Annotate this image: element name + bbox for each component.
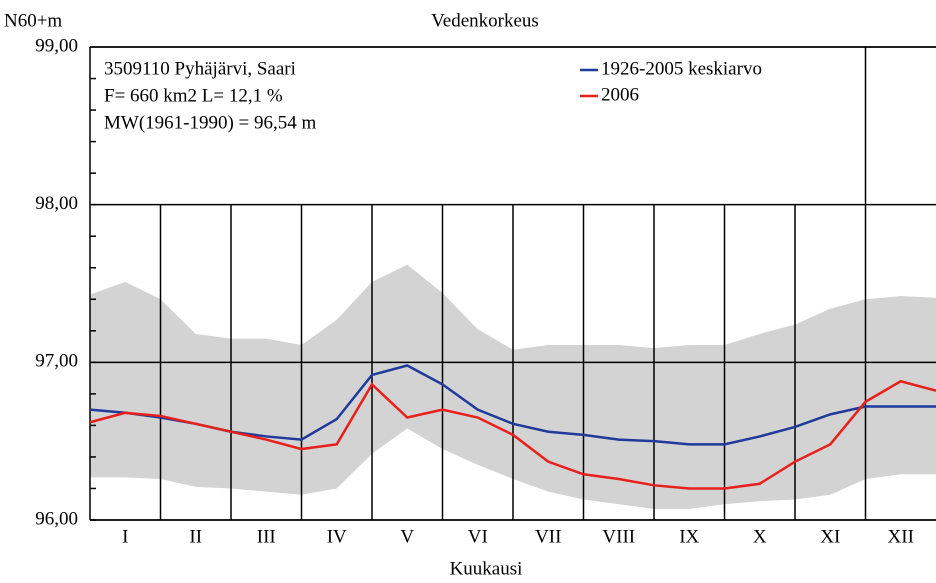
annotation: MW(1961-1990) = 96,54 m — [104, 112, 317, 133]
chart-title: Vedenkorkeus — [431, 10, 539, 31]
y-tick-label: 99,00 — [35, 35, 78, 56]
legend-label: 1926-2005 keskiarvo — [601, 58, 762, 79]
annotation: F= 660 km2 L= 12,1 % — [104, 85, 283, 106]
x-tick-label: V — [400, 526, 414, 547]
x-tick-label: I — [122, 526, 128, 547]
legend-label: 2006 — [601, 84, 639, 105]
x-tick-label: III — [257, 526, 276, 547]
x-tick-label: VI — [468, 526, 488, 547]
y-axis-label: N60+m — [4, 10, 62, 31]
x-tick-label: II — [189, 526, 202, 547]
x-tick-label: X — [753, 526, 767, 547]
x-tick-label: IX — [679, 526, 699, 547]
series-line — [89, 379, 936, 490]
x-tick-label: XII — [888, 526, 914, 547]
y-tick-label: 96,00 — [35, 508, 78, 529]
x-tick-label: XI — [820, 526, 840, 547]
x-tick-label: VIII — [602, 526, 635, 547]
x-axis-label: Kuukausi — [450, 558, 523, 579]
y-tick-label: 98,00 — [35, 193, 78, 214]
annotation: 3509110 Pyhäjärvi, Saari — [104, 58, 296, 79]
x-tick-label: IV — [327, 526, 347, 547]
y-tick-label: 97,00 — [35, 351, 78, 372]
x-tick-label: VII — [535, 526, 561, 547]
